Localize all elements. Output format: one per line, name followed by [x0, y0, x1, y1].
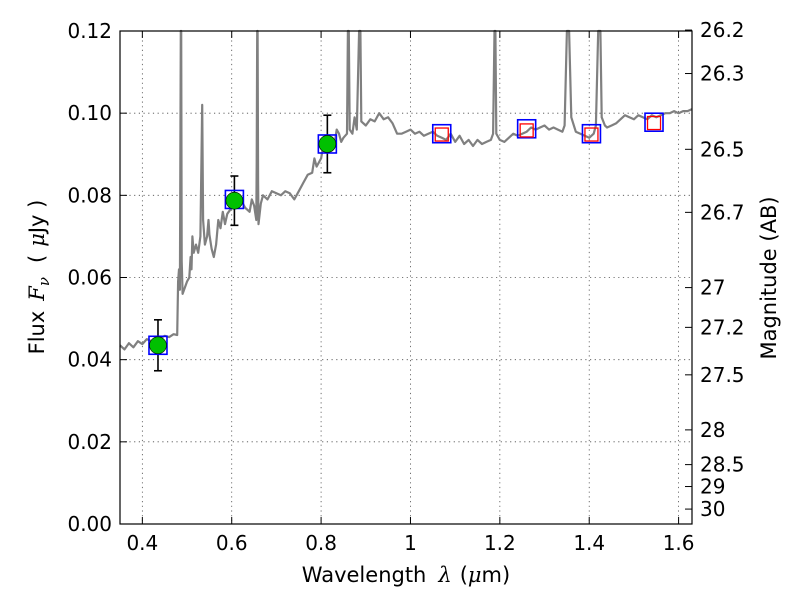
x-axis-label: Wavelength λ (μm) [302, 563, 510, 587]
y-tick-label: 0.04 [67, 348, 112, 372]
x-tick-label: 0.6 [216, 531, 248, 555]
model-square-marker [431, 123, 452, 144]
model-square-marker [581, 123, 602, 144]
model-square-marker [317, 134, 338, 154]
mag-tick-label: 28 [700, 418, 725, 442]
mag-tick-label: 26.7 [700, 200, 745, 224]
y-axis-label-prefix: Flux [25, 311, 49, 355]
model-square-marker [644, 112, 664, 133]
mag-tick-label: 28.5 [700, 453, 745, 477]
y-axis-label-units-open: ( [25, 255, 49, 263]
limit-square-marker [646, 115, 662, 131]
mag-tick-label: 29 [700, 475, 725, 499]
observed-point-marker [225, 191, 244, 210]
limit-square-marker [519, 123, 534, 138]
markers [148, 112, 664, 372]
y-tick-label: 0.08 [67, 183, 112, 207]
grid [120, 30, 692, 525]
mag-tick-label: 26.5 [700, 137, 745, 161]
y-axis-label-units-rest: Jy ) [25, 200, 49, 236]
y-tick-label: 0.02 [67, 430, 112, 454]
x-tick-label: 0.4 [126, 531, 158, 555]
ticks: 0.4 0.6 0.8 1 1.2 1.4 1.6 0.00 0.02 0.04 0.06 0.08 0… [67, 18, 744, 555]
x-axis-label-units-open: ( [460, 563, 468, 587]
y-axis-label-units-mu: μ [25, 233, 49, 247]
y-tick-label: 0.00 [67, 512, 112, 536]
observed-point-marker [149, 336, 167, 355]
y-axis-label: Flux Fν ( μJy ) [25, 200, 53, 355]
x-tick-label: 1.2 [484, 531, 516, 555]
y2-axis-label: Magnitude (AB) [757, 196, 781, 359]
model-square-marker [516, 118, 537, 139]
mag-tick-label: 26.2 [700, 18, 745, 42]
limit-square-marker [584, 127, 599, 142]
x-axis-label-units-mu: μ [468, 563, 482, 587]
limit-square-marker [434, 127, 449, 142]
mag-tick-label: 30 [700, 497, 725, 521]
x-axis-label-units-rest: m) [482, 563, 511, 587]
mag-tick-label: 27.5 [700, 363, 745, 387]
y-tick-label: 0.10 [67, 101, 112, 125]
mag-tick-label: 27 [700, 276, 725, 300]
x-axis-label-symbol: λ [437, 563, 451, 587]
spectrum-layer [119, 29, 693, 351]
y-axis-label-symbol: F [25, 285, 49, 302]
x-tick-label: 1.4 [573, 531, 605, 555]
x-axis-label-prefix: Wavelength [302, 563, 427, 587]
x-tick-label: 0.8 [305, 531, 337, 555]
mag-tick-label: 26.3 [700, 62, 745, 86]
y-tick-label: 0.06 [67, 266, 112, 290]
model-square-marker [148, 335, 168, 356]
observed-point-marker [318, 135, 337, 153]
y-axis-label-subscript: ν [35, 277, 53, 286]
y-tick-label: 0.12 [67, 19, 112, 43]
mag-tick-label: 27.2 [700, 315, 745, 339]
x-tick-label: 1 [404, 531, 417, 555]
series-line-template-spectrum [119, 29, 693, 351]
x-tick-label: 1.6 [663, 531, 695, 555]
